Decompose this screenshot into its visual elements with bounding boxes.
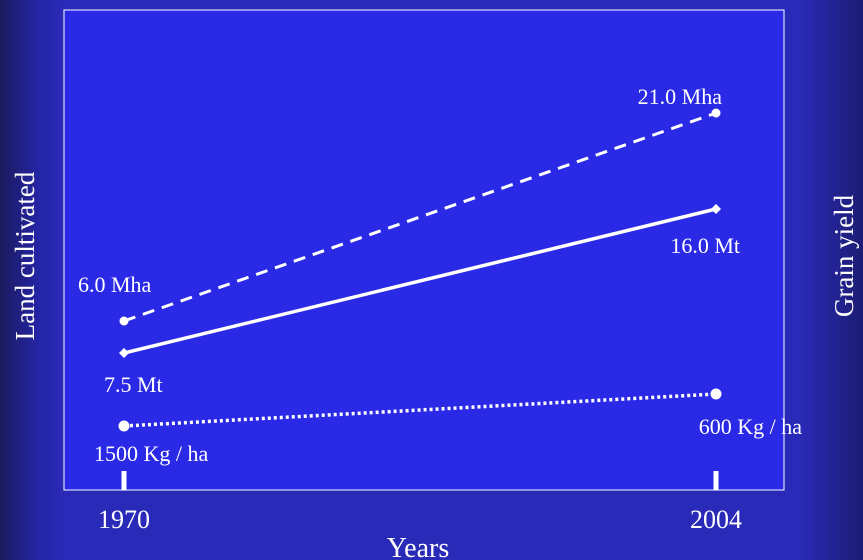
x-tick-1 xyxy=(713,471,719,490)
series-1-line xyxy=(123,207,717,355)
x-tick-label-1: 2004 xyxy=(690,505,742,534)
series-0-line xyxy=(123,111,717,323)
x-tick-0 xyxy=(121,471,127,490)
series-2-label-1: 600 Kg / ha xyxy=(699,414,803,439)
series-1-label-0: 7.5 Mt xyxy=(104,372,163,397)
series-1-point-1 xyxy=(711,204,721,214)
series-0-label-1: 21.0 Mha xyxy=(638,84,723,109)
right-axis-title: Grain yield xyxy=(829,194,859,317)
series-1-point-0 xyxy=(119,348,129,358)
series-0-point-1 xyxy=(711,108,721,118)
series-2-point-1 xyxy=(710,388,722,400)
series-0-point-0 xyxy=(119,316,129,326)
series-2-line xyxy=(123,392,717,428)
series-2-point-0 xyxy=(118,420,130,432)
series-0-label-0: 6.0 Mha xyxy=(78,272,152,297)
x-tick-label-0: 1970 xyxy=(98,505,150,534)
series-2-label-0: 1500 Kg / ha xyxy=(94,441,209,466)
series-1-label-1: 16.0 Mt xyxy=(670,233,740,258)
x-axis-title: Years xyxy=(387,533,450,560)
left-axis-title: Land cultivated xyxy=(10,171,40,340)
